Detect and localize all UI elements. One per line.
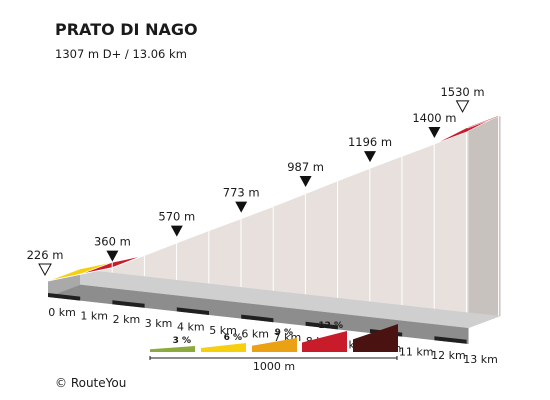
profile-gridlines	[111, 115, 500, 316]
copyright-text: © RouteYou	[55, 376, 126, 390]
legend-scale-label: 1000 m	[253, 360, 295, 373]
base-front	[48, 281, 469, 345]
altitude-marker	[299, 175, 312, 187]
altitude-marker	[106, 250, 119, 262]
legend-label: 6 %	[224, 333, 242, 343]
x-tick-label: 12 km	[431, 349, 466, 362]
base-km-mark	[241, 314, 274, 323]
legend-label: 9 %	[275, 328, 293, 338]
altitude-label: 570 m	[158, 210, 195, 224]
x-tick-label: 0 km	[48, 306, 76, 319]
altitude-marker	[235, 201, 248, 213]
profile-wall	[80, 115, 501, 329]
base-top	[48, 269, 501, 329]
altitude-label: 1196 m	[348, 135, 392, 149]
x-tick-label: 2 km	[113, 313, 141, 326]
altitude-marker	[428, 126, 441, 138]
profile-edge	[47, 127, 469, 282]
legend-swatch	[201, 343, 246, 352]
altitude-marker	[38, 263, 52, 277]
x-tick-label: 6 km	[241, 328, 269, 341]
profile-end-side	[468, 115, 501, 329]
legend-label: 3 %	[173, 336, 191, 346]
base-km-mark	[48, 293, 81, 301]
x-tick-label: 4 km	[177, 320, 205, 333]
x-tick-label: 5 km	[209, 324, 237, 337]
x-tick-label: 1 km	[80, 310, 108, 323]
altitude-label: 1400 m	[412, 111, 456, 125]
chart-subtitle: 1307 m D+ / 13.06 km	[55, 47, 187, 61]
legend-swatch	[302, 331, 347, 352]
base-km-mark	[305, 321, 338, 330]
legend-swatch	[353, 324, 398, 352]
x-tick-label: 13 km	[463, 353, 498, 366]
base-km-mark	[434, 336, 467, 344]
profile-wall-fill	[80, 115, 501, 317]
legend-swatch	[252, 338, 297, 352]
base-km-mark	[112, 300, 145, 308]
altitude-label: 773 m	[223, 186, 260, 200]
altitude-marker	[364, 151, 376, 163]
legend: 3 % 6 % 9 % 12 % 1000 m	[149, 321, 398, 373]
altitude-label: 226 m	[27, 248, 64, 262]
altitude-marker	[455, 100, 470, 113]
legend-swatch	[150, 346, 195, 352]
x-tick-label: 3 km	[145, 317, 173, 330]
altitude-label: 1530 m	[440, 85, 484, 99]
base-km-mark	[176, 307, 209, 315]
altitude-label: 987 m	[287, 160, 324, 174]
altitude-markers: 226 m 360 m 570 m 773 m 987 m 1196 m 1400 m 153…	[27, 85, 485, 277]
altitude-label: 360 m	[94, 235, 131, 249]
chart-title: PRATO DI NAGO	[55, 20, 198, 39]
x-tick-label: 11 km	[399, 346, 434, 359]
altitude-marker	[170, 225, 183, 237]
legend-label: 12 %	[318, 321, 343, 331]
